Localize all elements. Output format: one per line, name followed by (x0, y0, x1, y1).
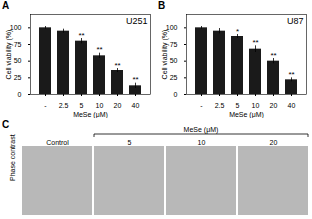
svg-text:5: 5 (128, 139, 132, 146)
svg-text:20: 20 (114, 102, 122, 109)
html-text:A: A (2, 0, 10, 11)
svg-text:75: 75 (14, 41, 22, 48)
svg-text:2.5: 2.5 (215, 102, 225, 109)
svg-text:-: - (44, 102, 47, 109)
svg-text:**: ** (114, 61, 120, 70)
svg-text:10: 10 (252, 102, 260, 109)
svg-text:20: 20 (270, 102, 278, 109)
svg-text:5: 5 (80, 102, 84, 109)
svg-text:100: 100 (165, 24, 178, 32)
svg-text:40: 40 (288, 102, 296, 109)
svg-text:**: ** (288, 70, 294, 79)
svg-text:Cell viability (%): Cell viability (%) (5, 30, 13, 80)
svg-text:**: ** (270, 51, 276, 60)
svg-text:**: ** (78, 31, 84, 40)
html-text:C: C (2, 119, 10, 130)
svg-text:40: 40 (132, 102, 140, 109)
svg-text:20: 20 (270, 139, 278, 146)
svg-text:50: 50 (170, 57, 178, 64)
svg-text:0: 0 (174, 91, 178, 98)
svg-text:**: ** (132, 75, 138, 84)
svg-text:U87: U87 (287, 16, 304, 26)
svg-text:*: * (236, 27, 239, 36)
svg-text:-: - (200, 102, 203, 109)
svg-text:U251: U251 (126, 16, 148, 26)
svg-text:10: 10 (198, 139, 206, 146)
svg-text:MeSe (μM): MeSe (μM) (229, 111, 264, 119)
svg-text:50: 50 (14, 57, 22, 64)
svg-text:Cell viability (%): Cell viability (%) (161, 30, 169, 80)
svg-text:25: 25 (14, 74, 22, 81)
svg-text:Control: Control (46, 139, 69, 146)
svg-text:Phase contrast: Phase contrast (9, 134, 16, 181)
svg-text:MeSe (μM): MeSe (μM) (184, 126, 219, 134)
svg-text:100: 100 (9, 24, 22, 32)
html-text:B: B (158, 0, 166, 11)
svg-text:2.5: 2.5 (59, 102, 69, 109)
svg-text:MeSe (μM): MeSe (μM) (73, 111, 108, 119)
svg-text:**: ** (252, 38, 258, 47)
svg-text:0: 0 (18, 91, 22, 98)
svg-text:10: 10 (96, 102, 104, 109)
svg-text:25: 25 (170, 74, 178, 81)
svg-text:5: 5 (236, 102, 240, 109)
svg-text:**: ** (96, 45, 102, 54)
svg-text:75: 75 (170, 41, 178, 48)
